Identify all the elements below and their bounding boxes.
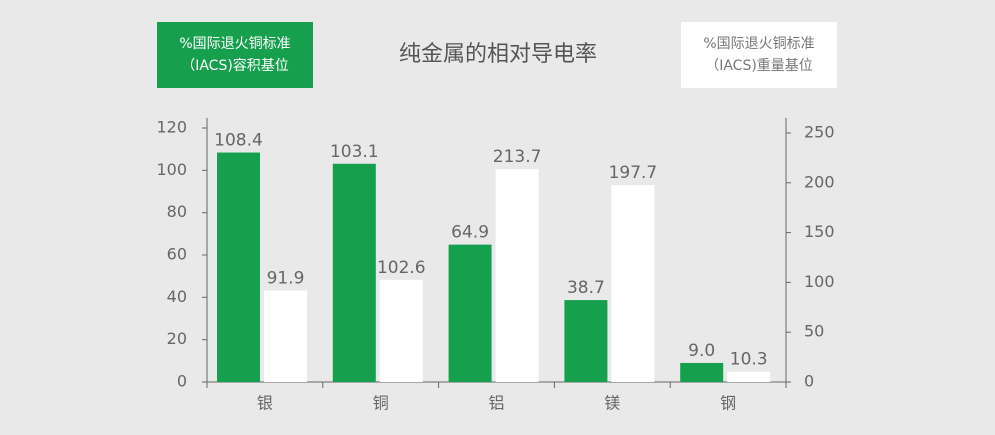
x-tick-label: 铜: [373, 394, 389, 413]
bar: [611, 185, 655, 382]
legend-item: %国际退火铜标准 （IACS)容积基位: [157, 22, 313, 88]
y-tick-label: 120: [156, 118, 187, 137]
bar: [332, 163, 376, 382]
bar: [264, 290, 307, 382]
data-label: 213.7: [493, 147, 542, 167]
data-label: 102.6: [377, 258, 426, 278]
bar: [448, 244, 492, 382]
data-label: 64.9: [451, 223, 489, 243]
bar: [680, 362, 724, 382]
x-tick-label: 镁: [604, 394, 620, 413]
y2-tick-label: 0: [804, 372, 814, 391]
legend-item: %国际退火铜标准 （IACS)重量基位: [681, 22, 837, 88]
y2-tick-label: 50: [804, 322, 824, 341]
y2-tick-label: 200: [804, 172, 835, 191]
chart-title: 纯金属的相对导电率: [399, 42, 597, 67]
bar: [495, 169, 539, 382]
data-label: 38.7: [567, 278, 605, 298]
data-label: 108.4: [214, 131, 263, 151]
y-tick-label: 60: [167, 245, 187, 264]
data-label: 91.9: [267, 268, 305, 288]
y-tick-label: 20: [167, 329, 187, 348]
y-tick-label: 0: [177, 372, 187, 391]
bar: [379, 279, 423, 382]
y-tick-label: 100: [156, 160, 187, 179]
data-label: 10.3: [730, 350, 768, 370]
data-label: 9.0: [688, 341, 715, 361]
x-tick-label: 银: [257, 394, 273, 413]
y2-tick-label: 100: [804, 272, 835, 291]
y-tick-label: 80: [167, 202, 187, 221]
x-tick-label: 钢: [720, 394, 736, 413]
y2-tick-label: 250: [804, 123, 835, 142]
y2-tick-label: 150: [804, 222, 835, 241]
data-label: 103.1: [330, 142, 379, 162]
data-label: 197.7: [609, 163, 658, 183]
bar: [727, 371, 771, 382]
bar: [564, 300, 608, 382]
y-tick-label: 40: [167, 287, 187, 306]
x-tick-label: 铝: [488, 394, 504, 413]
bar: [217, 152, 260, 382]
